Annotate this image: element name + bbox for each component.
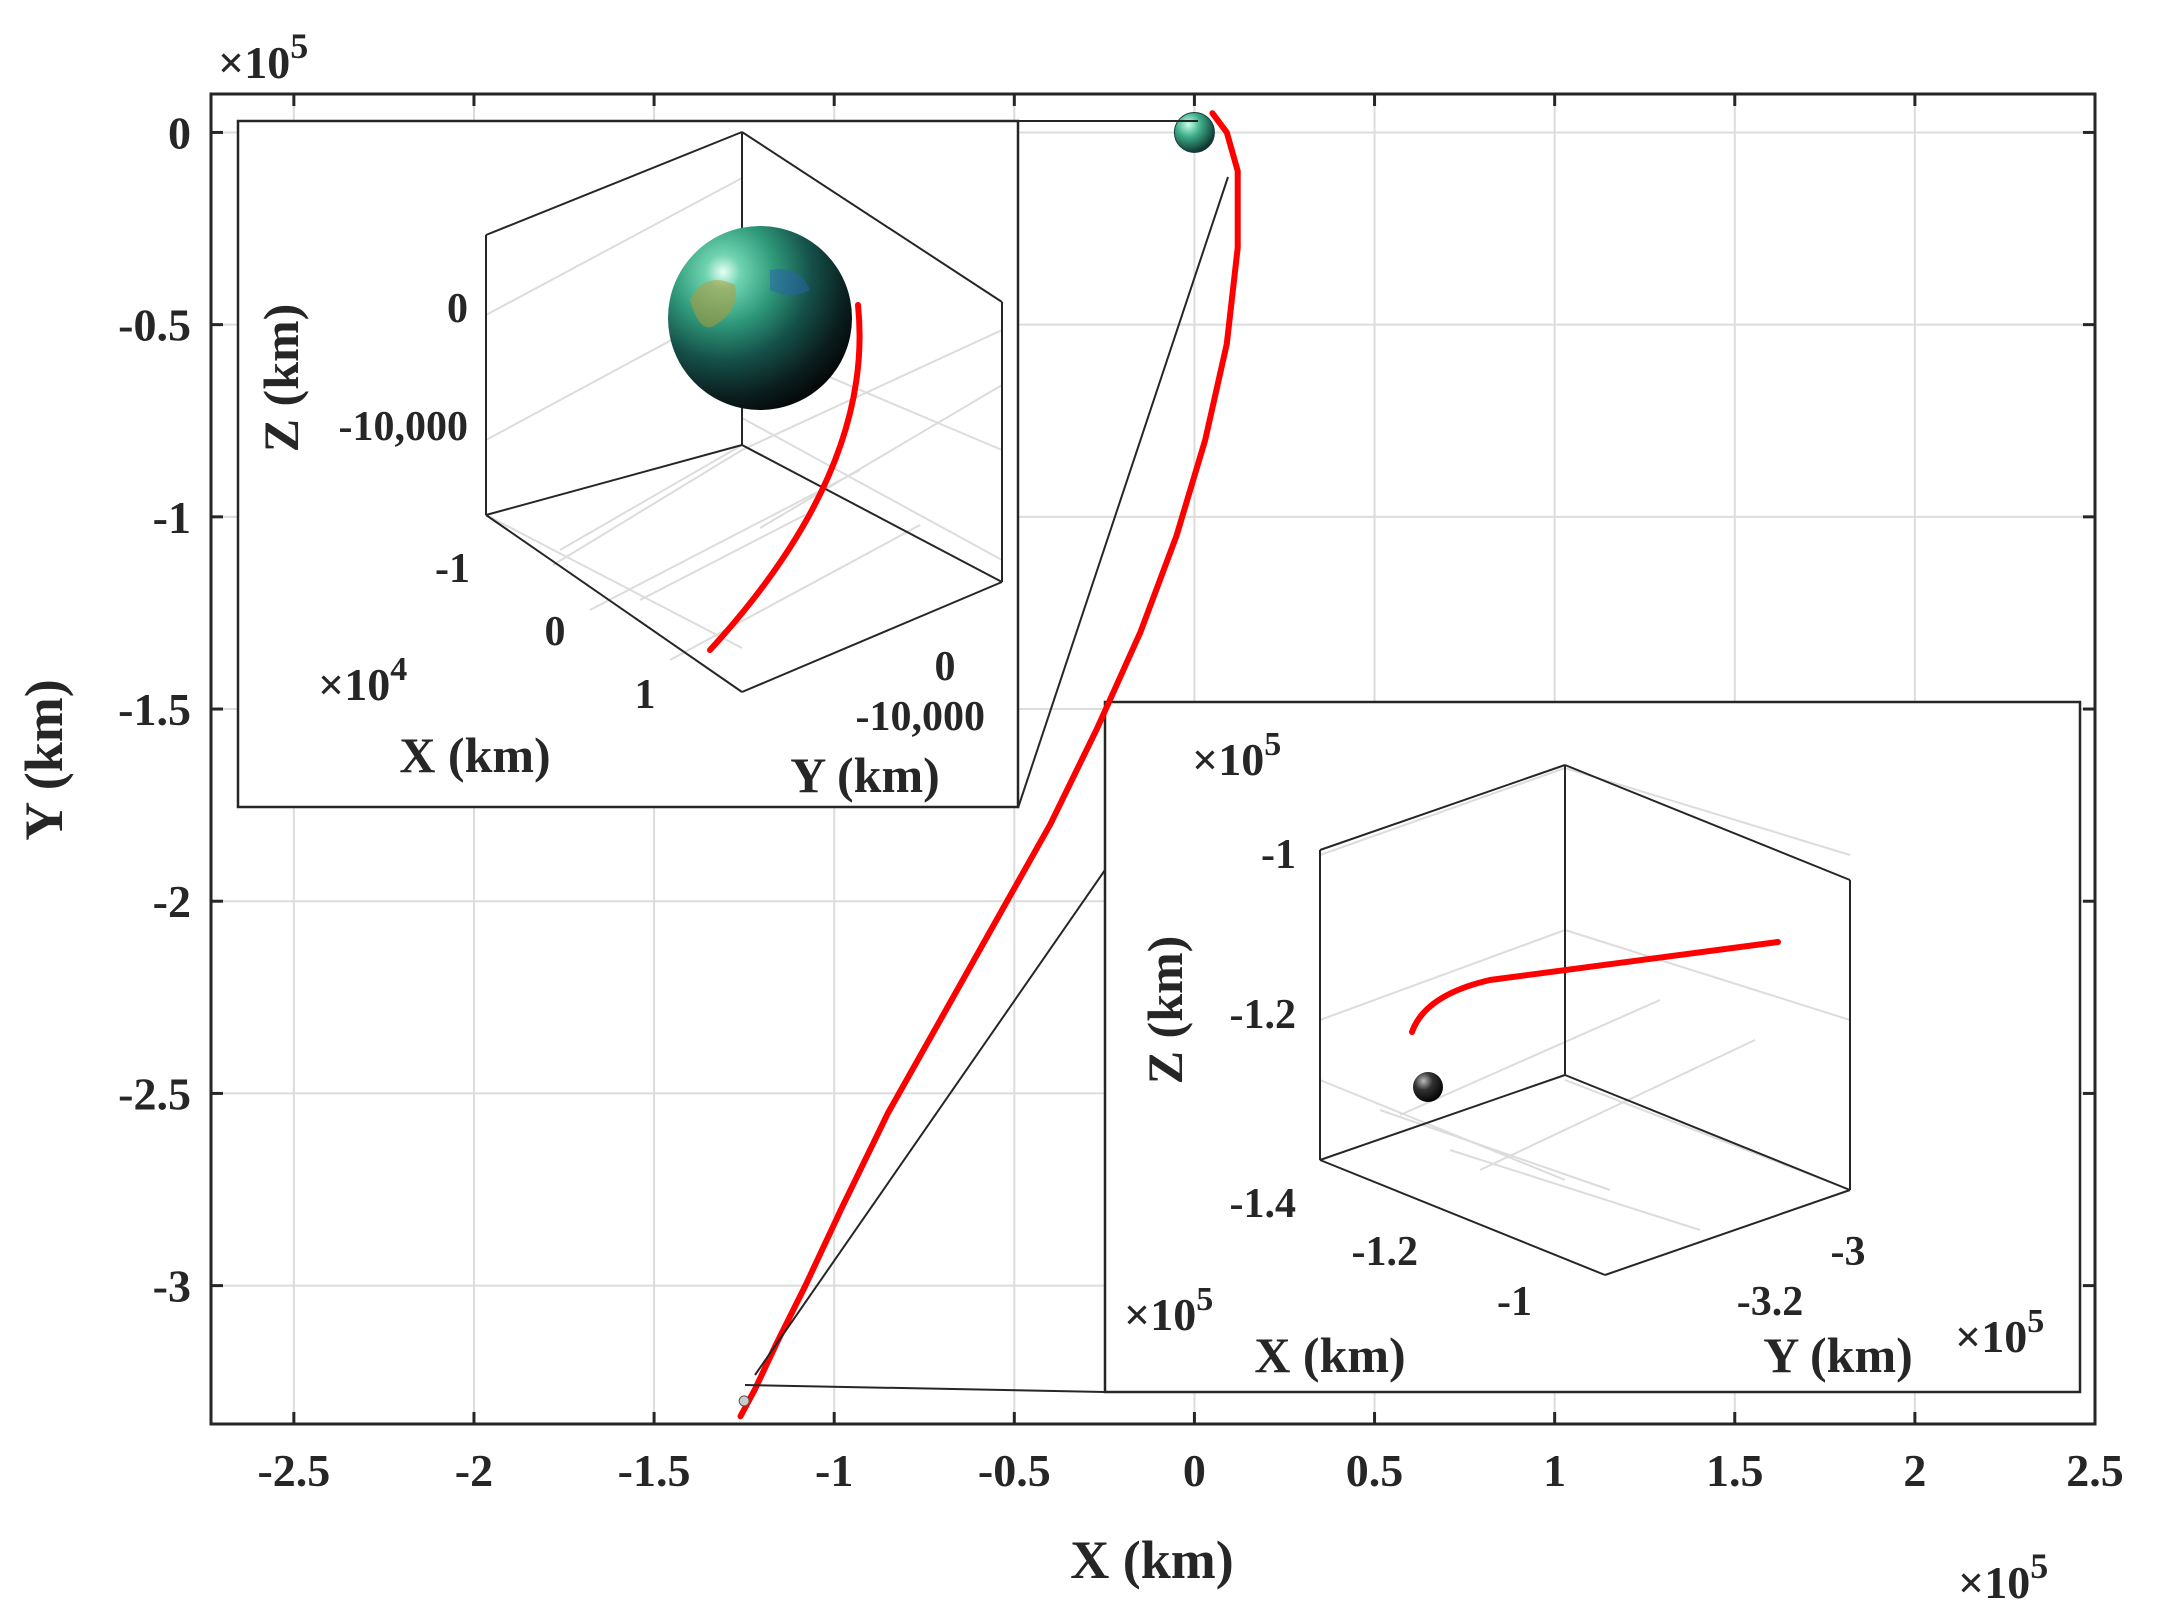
inset-earth-cube xyxy=(485,131,1003,693)
inset-moon: -1 -1.2 -1.4 -1.2 -1 -3 -3.2 Z (km) X (k… xyxy=(1103,700,2082,1394)
inset-moon-cube xyxy=(1319,764,1851,1276)
inset-earth-ztick-1: -10,000 xyxy=(339,404,469,450)
inset-earth-frame xyxy=(236,119,1020,809)
y-tick-label: 0 xyxy=(168,107,191,158)
inset-earth-xtick-1: 0 xyxy=(545,609,566,655)
x-tick-label: 0 xyxy=(1183,1445,1206,1496)
inset-earth: 0 -10,000 -1 0 1 0 -10,000 Z (km) X (km)… xyxy=(236,119,1020,809)
inset-moon-ztick-2: -1.4 xyxy=(1230,1181,1297,1227)
x-tick-label: 2.5 xyxy=(2066,1445,2124,1496)
y-tick-label: -1 xyxy=(153,492,191,543)
svg-text:×105: ×105 xyxy=(1958,1546,2048,1608)
x-tick-label: 2 xyxy=(1903,1445,1926,1496)
zoom-connectors xyxy=(744,120,1229,1393)
inset-earth-planet xyxy=(668,226,852,410)
inset-moon-trajectory xyxy=(1409,939,1781,1035)
y-tick-label: -2.5 xyxy=(118,1068,191,1119)
x-multiplier: ×105 xyxy=(1958,1546,2048,1608)
inset-moon-xtick-0: -1.2 xyxy=(1352,1229,1419,1275)
inset-moon-ytick-0: -3 xyxy=(1831,1229,1866,1275)
inset-moon-xtick-1: -1 xyxy=(1497,1279,1532,1325)
inset-earth-trajectory xyxy=(707,302,863,653)
inset-moon-ytick-1: -3.2 xyxy=(1737,1279,1804,1325)
inset-earth-x-multiplier: ×104 xyxy=(318,651,407,710)
main-moon xyxy=(738,1395,750,1407)
inset-earth-ytick-0: 0 xyxy=(935,644,956,690)
inset-earth-grid xyxy=(485,177,1003,661)
x-axis-label: X (km) xyxy=(1070,1530,1233,1590)
inset-earth-xtick-2: 1 xyxy=(635,672,656,718)
y-tick-label: -3 xyxy=(153,1261,191,1312)
x-tick-label: -2.5 xyxy=(257,1445,330,1496)
main-earth xyxy=(1173,111,1215,153)
x-tick-label: 0.5 xyxy=(1346,1445,1404,1496)
svg-text:×105: ×105 xyxy=(218,26,308,88)
inset-moon-x-multiplier: ×105 xyxy=(1124,1281,1213,1340)
inset-moon-body xyxy=(1413,1072,1443,1102)
x-tick-label: -1 xyxy=(815,1445,853,1496)
inset-moon-frame xyxy=(1103,700,2082,1394)
inset-earth-ztick-0: 0 xyxy=(447,286,468,332)
inset-earth-zlabel: Z (km) xyxy=(253,304,309,453)
inset-moon-ylabel: Y (km) xyxy=(1763,1327,1913,1383)
x-tick-label: -1.5 xyxy=(618,1445,691,1496)
inset-moon-z-multiplier: ×105 xyxy=(1192,726,1281,785)
inset-moon-xlabel: X (km) xyxy=(1254,1327,1405,1383)
inset-moon-ztick-0: -1 xyxy=(1261,832,1296,878)
inset-earth-xtick-0: -1 xyxy=(435,546,470,592)
x-tick-label: -0.5 xyxy=(978,1445,1051,1496)
x-tick-label: -2 xyxy=(455,1445,493,1496)
x-tick-labels: -2.5 -2 -1.5 -1 -0.5 0 0.5 1 1.5 2 2.5 xyxy=(257,1445,2123,1496)
y-tick-label: -0.5 xyxy=(118,300,191,351)
y-tick-labels: 0 -0.5 -1 -1.5 -2 -2.5 -3 xyxy=(118,107,191,1311)
inset-moon-y-multiplier: ×105 xyxy=(1955,1303,2044,1362)
y-multiplier: ×105 xyxy=(218,26,308,88)
inset-earth-ytick-1: -10,000 xyxy=(856,694,986,740)
main-ticks xyxy=(211,94,2097,1424)
x-tick-label: 1.5 xyxy=(1706,1445,1764,1496)
y-tick-label: -2 xyxy=(153,876,191,927)
inset-earth-xlabel: X (km) xyxy=(399,727,550,783)
x-tick-label: 1 xyxy=(1543,1445,1566,1496)
inset-moon-zlabel: Z (km) xyxy=(1137,936,1193,1085)
main-trajectory xyxy=(737,110,1241,1420)
y-tick-label: -1.5 xyxy=(118,684,191,735)
main-axes-box xyxy=(209,92,2097,1426)
inset-moon-ztick-1: -1.2 xyxy=(1230,992,1297,1038)
inset-earth-ylabel: Y (km) xyxy=(790,747,940,803)
y-axis-label: Y (km) xyxy=(14,679,74,840)
